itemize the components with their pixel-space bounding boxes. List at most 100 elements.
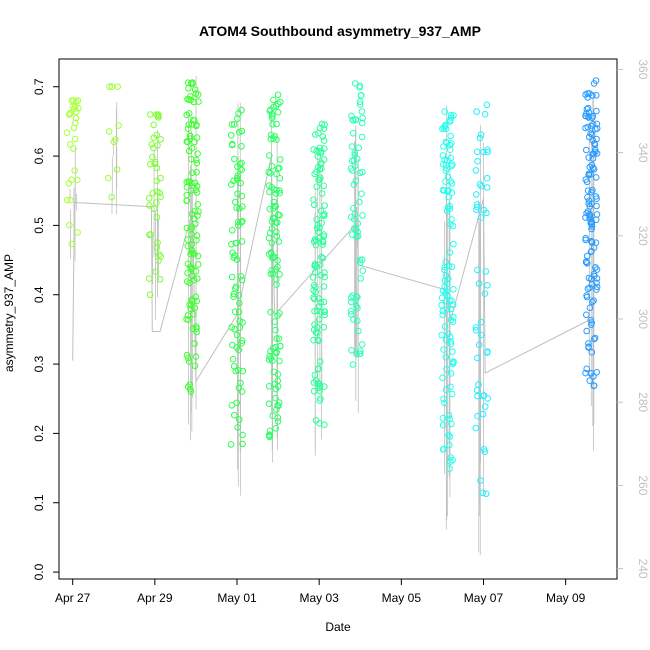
data-point — [320, 283, 328, 290]
data-point — [481, 448, 489, 456]
data-point — [157, 174, 164, 182]
data-point — [442, 353, 450, 361]
data-point — [186, 279, 193, 287]
data-point — [319, 237, 327, 245]
x-tick-label: May 09 — [546, 591, 586, 605]
data-point — [69, 103, 77, 110]
data-point — [358, 133, 366, 141]
data-point — [234, 367, 242, 374]
data-point — [445, 412, 453, 419]
data-point — [588, 280, 596, 288]
data-point — [443, 306, 451, 313]
data-point — [310, 201, 318, 209]
data-point — [238, 238, 246, 245]
data-point — [446, 465, 453, 473]
data-point — [482, 268, 490, 275]
data-point — [228, 241, 235, 248]
data-point — [447, 338, 455, 345]
data-point — [274, 91, 282, 99]
data-point — [589, 155, 597, 162]
data-point — [446, 441, 453, 449]
data-point — [309, 274, 317, 281]
data-point — [440, 143, 447, 150]
data-point — [268, 162, 276, 170]
data-point — [450, 358, 457, 365]
data-point — [441, 399, 448, 407]
data-point — [356, 350, 363, 358]
data-point — [145, 195, 153, 202]
data-point — [447, 305, 455, 313]
data-point — [439, 307, 447, 315]
data-point — [483, 101, 491, 109]
data-point — [231, 308, 239, 316]
data-point — [237, 179, 244, 187]
data-point — [273, 228, 280, 236]
data-point — [590, 335, 598, 343]
data-point — [587, 130, 594, 137]
data-point — [231, 252, 239, 259]
data-point — [449, 222, 457, 230]
data-point — [187, 302, 195, 309]
data-point — [477, 477, 484, 484]
data-point — [273, 335, 280, 342]
data-point — [72, 114, 80, 122]
data-point — [310, 336, 317, 344]
data-point — [184, 242, 192, 250]
data-point — [582, 369, 589, 377]
data-point — [354, 228, 362, 236]
data-point — [65, 111, 73, 118]
data-point — [484, 146, 491, 153]
data-point — [316, 420, 323, 427]
data-point — [446, 415, 454, 423]
data-point — [152, 268, 160, 276]
data-point — [442, 298, 450, 305]
secondary-series — [69, 76, 595, 556]
data-point — [189, 325, 197, 332]
data-point — [272, 394, 279, 402]
data-point — [193, 236, 200, 244]
data-point — [193, 156, 200, 164]
data-point — [582, 91, 589, 98]
data-point — [319, 133, 327, 140]
data-point — [356, 98, 364, 106]
data-point — [316, 144, 324, 152]
data-point — [149, 189, 157, 197]
data-point — [227, 441, 235, 448]
data-point — [352, 177, 360, 185]
data-point — [593, 286, 600, 293]
data-point — [156, 189, 163, 197]
data-point — [588, 239, 596, 246]
data-point — [359, 114, 366, 122]
data-point — [440, 445, 448, 453]
data-point — [269, 344, 277, 352]
data-point — [266, 352, 273, 360]
data-point — [357, 92, 365, 99]
y2-tick-label: 360 — [636, 59, 650, 79]
data-point — [586, 377, 594, 385]
data-point — [358, 119, 366, 127]
data-point — [321, 121, 328, 128]
data-point — [592, 174, 600, 181]
data-point — [351, 149, 359, 157]
data-point — [71, 167, 78, 174]
data-point — [148, 141, 155, 148]
data-point — [445, 193, 453, 201]
data-point — [321, 273, 329, 281]
data-point — [186, 385, 194, 393]
data-point — [312, 131, 319, 138]
data-point — [193, 182, 201, 190]
data-point — [63, 196, 71, 204]
data-point — [447, 370, 455, 377]
data-point — [191, 207, 199, 215]
data-point — [593, 107, 600, 115]
data-point — [154, 239, 161, 246]
data-point — [156, 276, 164, 283]
data-point — [349, 361, 357, 368]
data-point — [276, 175, 284, 182]
data-point — [229, 227, 236, 234]
data-point — [234, 172, 241, 180]
data-point — [450, 286, 457, 293]
data-point — [113, 166, 121, 173]
data-points — [63, 77, 601, 498]
data-point — [149, 153, 156, 161]
